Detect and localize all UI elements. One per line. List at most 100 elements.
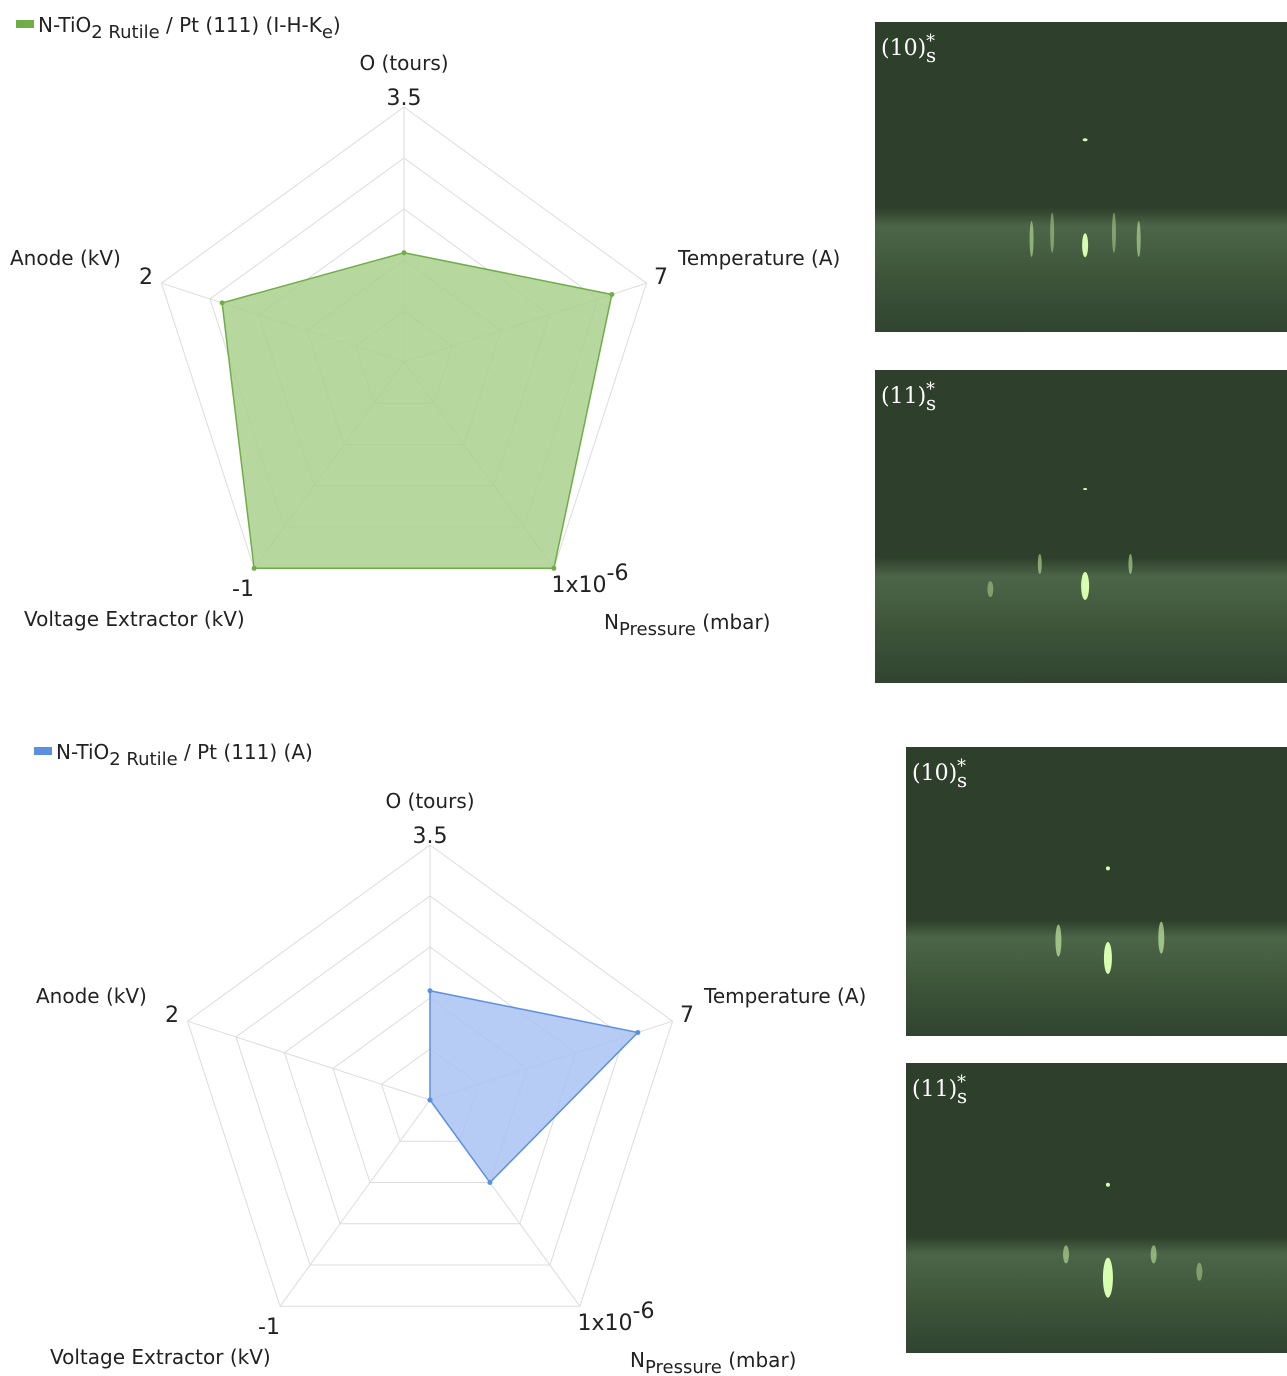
axis-name: Temperature (A) [677,246,840,270]
axis-name: Temperature (A) [703,984,866,1008]
diffraction-spot [1105,866,1110,871]
diffraction-spot [1136,221,1141,257]
legend-swatch [16,20,34,28]
data-point [219,300,225,306]
text-part: * [957,1073,966,1093]
axis-max-label: -1 [258,1315,280,1340]
image-label: (10)* s [912,757,967,792]
data-point [401,250,407,256]
image-panel [875,370,1287,683]
grid-ring [186,844,674,1307]
diffraction-spot [1081,571,1090,600]
diffraction-spot [1158,921,1165,954]
data-point [609,291,615,297]
text-part: ) [333,13,341,37]
axis-name: O (tours) [385,789,474,813]
text-part: N-TiO [38,13,91,37]
text-part: * [926,32,935,52]
axis-name: NPressure (mbar) [630,1348,796,1376]
data-point [487,1180,493,1186]
diffraction-spot [1103,941,1112,974]
axis-name: Voltage Extractor (kV) [50,1345,271,1369]
text-part: * [926,380,935,400]
text-part: Anode (kV) [36,984,147,1008]
legend-label: N-TiO2 Rutile / Pt (111) (I-H-Ke) [38,13,341,43]
text-part: Temperature (A) [703,984,866,1008]
text-part: s [926,44,936,67]
data-point [635,1029,641,1035]
diffraction-spot [1128,554,1133,575]
axis-max-label: 1x10-6 [578,1299,655,1336]
text-part: Voltage Extractor (kV) [50,1345,271,1369]
diffraction-spot [1083,487,1088,490]
axis-line [279,1099,431,1307]
axis-max-label: 7 [680,1003,694,1028]
data-point [427,1097,433,1103]
text-part: / Pt (111) (I-H-K [160,13,323,37]
text-part: O (tours) [385,789,474,813]
legend-swatch [34,747,52,755]
diffraction-spot [1196,1262,1203,1281]
diffraction-spot [1111,212,1116,253]
text-part: (11) [881,384,926,409]
axis-name: O (tours) [359,51,448,75]
axis-line [187,1020,431,1101]
diffraction-spot [1055,924,1062,957]
text-part: 2 Rutile [91,22,159,43]
diffraction-spot [1063,1245,1070,1264]
legend-label: N-TiO2 Rutile / Pt (111) (A) [56,740,313,770]
text-part: (10) [881,36,926,61]
data-point [427,988,433,994]
text-part: e [322,22,333,43]
text-part: Pressure [645,1357,722,1376]
text-part: O (tours) [359,51,448,75]
axis-max-label-exp: -6 [633,1299,655,1324]
axis-max-label: 1x10-6 [552,561,629,598]
axis-max-label: 7 [654,265,668,290]
text-part: Anode (kV) [10,246,121,270]
axis-max-label: -1 [232,577,254,602]
image-panel [875,22,1287,332]
text-part: N [630,1348,645,1372]
grid-ring [235,895,625,1266]
image-panel [906,1063,1287,1353]
axis-max-label: 3.5 [387,86,422,111]
axis-name: NPressure (mbar) [604,610,770,640]
text-part: / Pt (111) (A) [178,740,313,764]
axis-name: Voltage Extractor (kV) [24,607,245,631]
diffraction-spot [1102,1257,1113,1298]
axis-max-label-text: 1x10 [552,573,607,598]
diffraction-spot [1082,138,1088,142]
text-part: (10) [912,761,957,786]
image-panel [906,747,1287,1036]
diffraction-spot [1082,233,1089,258]
text-part: Pressure [619,619,696,640]
text-part: s [957,1085,967,1108]
text-part: N [604,610,619,634]
series-area [221,251,613,570]
axis-max-label: 3.5 [413,824,448,849]
axis-max-label: 2 [165,1003,179,1028]
axis-max-label: 2 [139,265,153,290]
series-area [429,989,640,1184]
text-part: (mbar) [722,1348,797,1372]
text-part: Voltage Extractor (kV) [24,607,245,631]
text-part: s [926,392,936,415]
axis-max-label-text: 1x10 [578,1311,633,1336]
axis-name: Anode (kV) [36,984,147,1008]
text-part: (11) [912,1077,957,1102]
text-part: * [957,757,966,777]
diffraction-spot [1029,221,1034,257]
diffraction-spot [987,581,994,598]
diffraction-spot [1037,554,1042,575]
image-label: (11)* s [881,380,936,415]
axis-max-label-exp: -6 [607,561,629,586]
text-part: 2 Rutile [109,749,177,770]
image-label: (11)* s [912,1073,967,1108]
diffraction-spot [1050,212,1055,253]
axis-name: Anode (kV) [10,246,121,270]
text-part: s [957,769,967,792]
diffraction-spot [1150,1245,1157,1264]
image-label: (10)* s [881,32,936,67]
text-part: N-TiO [56,740,109,764]
